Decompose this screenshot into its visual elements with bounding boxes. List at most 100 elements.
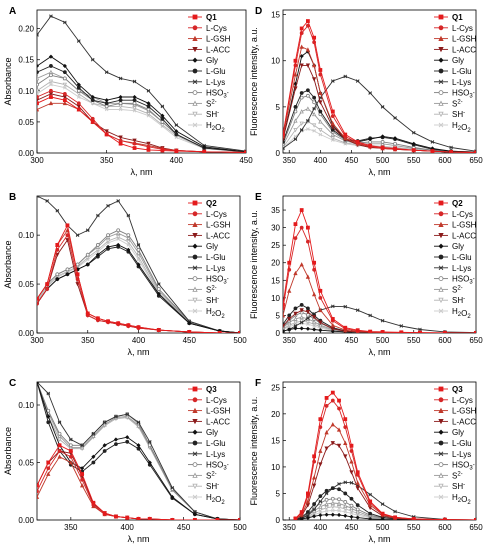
data-point (55, 243, 60, 247)
data-point (75, 272, 80, 277)
y-tick-label: 25 (271, 241, 280, 250)
data-point (126, 213, 131, 218)
data-point (37, 296, 39, 301)
data-point (442, 517, 447, 520)
legend-swatch-marker (438, 25, 444, 31)
legend-label: H2O2 (452, 493, 471, 506)
data-point (305, 503, 311, 508)
data-point (318, 128, 323, 133)
legend-label-part: L-Glu (452, 67, 472, 76)
data-point (337, 482, 341, 486)
data-point (355, 140, 360, 144)
data-point (85, 311, 90, 316)
data-point (293, 86, 298, 91)
legend-label-part: S (206, 471, 211, 480)
data-point (343, 417, 348, 422)
data-point (65, 272, 70, 277)
data-point (380, 145, 385, 150)
data-point (392, 136, 398, 141)
data-point (393, 141, 397, 146)
data-point (336, 512, 342, 518)
data-point (474, 518, 476, 520)
legend-label: SH- (206, 110, 219, 119)
legend-swatch-marker (192, 254, 198, 260)
data-point (368, 511, 373, 516)
x-tick-label: 450 (239, 156, 253, 165)
data-point (80, 472, 85, 476)
data-point (305, 47, 311, 52)
data-point (299, 510, 304, 514)
data-point (75, 262, 80, 267)
data-point (336, 505, 342, 510)
data-point (318, 328, 323, 333)
legend-swatch-marker (192, 418, 198, 425)
data-point (330, 512, 335, 517)
data-point (330, 136, 335, 141)
data-point (102, 511, 107, 516)
chart-panel-d: 350 400 450 500 550 600 650 0 5 10 15 λ, nm Fluoresc… (249, 6, 483, 177)
data-point (55, 272, 60, 277)
legend-swatch-marker (192, 407, 198, 414)
x-tick-label: 450 (345, 523, 359, 532)
data-point (105, 244, 111, 249)
y-tick-label: 0.10 (18, 401, 34, 410)
legend-label-part: 2- (457, 471, 462, 477)
plot-frame (282, 381, 477, 521)
data-point (96, 316, 100, 321)
legend-label: L-Lys (452, 264, 471, 273)
legend-label-part: 3 (223, 94, 227, 100)
data-point (312, 129, 316, 133)
data-point (299, 109, 304, 114)
data-point (136, 250, 141, 255)
data-point (324, 505, 329, 511)
data-point (287, 327, 292, 332)
data-point (330, 508, 335, 513)
data-point (368, 329, 373, 333)
data-point (349, 503, 354, 508)
data-point (368, 492, 372, 497)
legend-label-part: L-Lys (206, 78, 225, 87)
data-point (49, 14, 53, 19)
legend-label-part: L-Lys (452, 78, 471, 87)
data-point (330, 504, 335, 510)
legend-label: L-Glu (452, 67, 472, 76)
legend-swatch-marker (192, 90, 198, 95)
data-point (37, 101, 39, 106)
legend-label: S2- (206, 99, 217, 108)
legend-swatch-marker (192, 276, 198, 282)
legend-swatch-marker (192, 308, 198, 314)
data-point (104, 98, 109, 103)
data-point (95, 244, 101, 249)
y-tick-label: 10 (271, 294, 280, 303)
plot-frame (282, 9, 477, 154)
data-point (330, 398, 335, 403)
x-tick-label: 450 (177, 523, 191, 532)
legend-swatch-marker (192, 286, 198, 292)
data-point (37, 88, 40, 94)
legend-label-part: S (206, 285, 211, 294)
y-tick-label: 5 (276, 489, 281, 498)
data-point (343, 513, 348, 518)
data-point (132, 101, 137, 106)
legend-label: S2- (452, 99, 463, 108)
data-point (293, 137, 298, 141)
data-point (116, 321, 121, 326)
chart-panel-a: 300 350 400 450 0.00 0.05 0.10 0.15 0.20 λ, nm Abs… (3, 6, 253, 177)
x-tick-label: 400 (132, 336, 146, 345)
data-point (37, 63, 40, 69)
data-point (355, 480, 360, 485)
data-point (37, 489, 39, 494)
data-point (125, 515, 130, 520)
panel-letter: B (9, 192, 16, 203)
x-tick-label: 400 (314, 336, 328, 345)
data-point (336, 443, 342, 449)
legend-label-part: HSO (206, 275, 223, 284)
legend-label: L-ACC (206, 231, 230, 240)
data-point (368, 137, 373, 142)
y-tick-label: 0.00 (18, 516, 34, 525)
data-point (156, 291, 161, 296)
data-point (349, 496, 354, 501)
data-point (299, 326, 304, 331)
y-tick-label: 0.15 (18, 56, 34, 65)
data-point (62, 100, 68, 106)
